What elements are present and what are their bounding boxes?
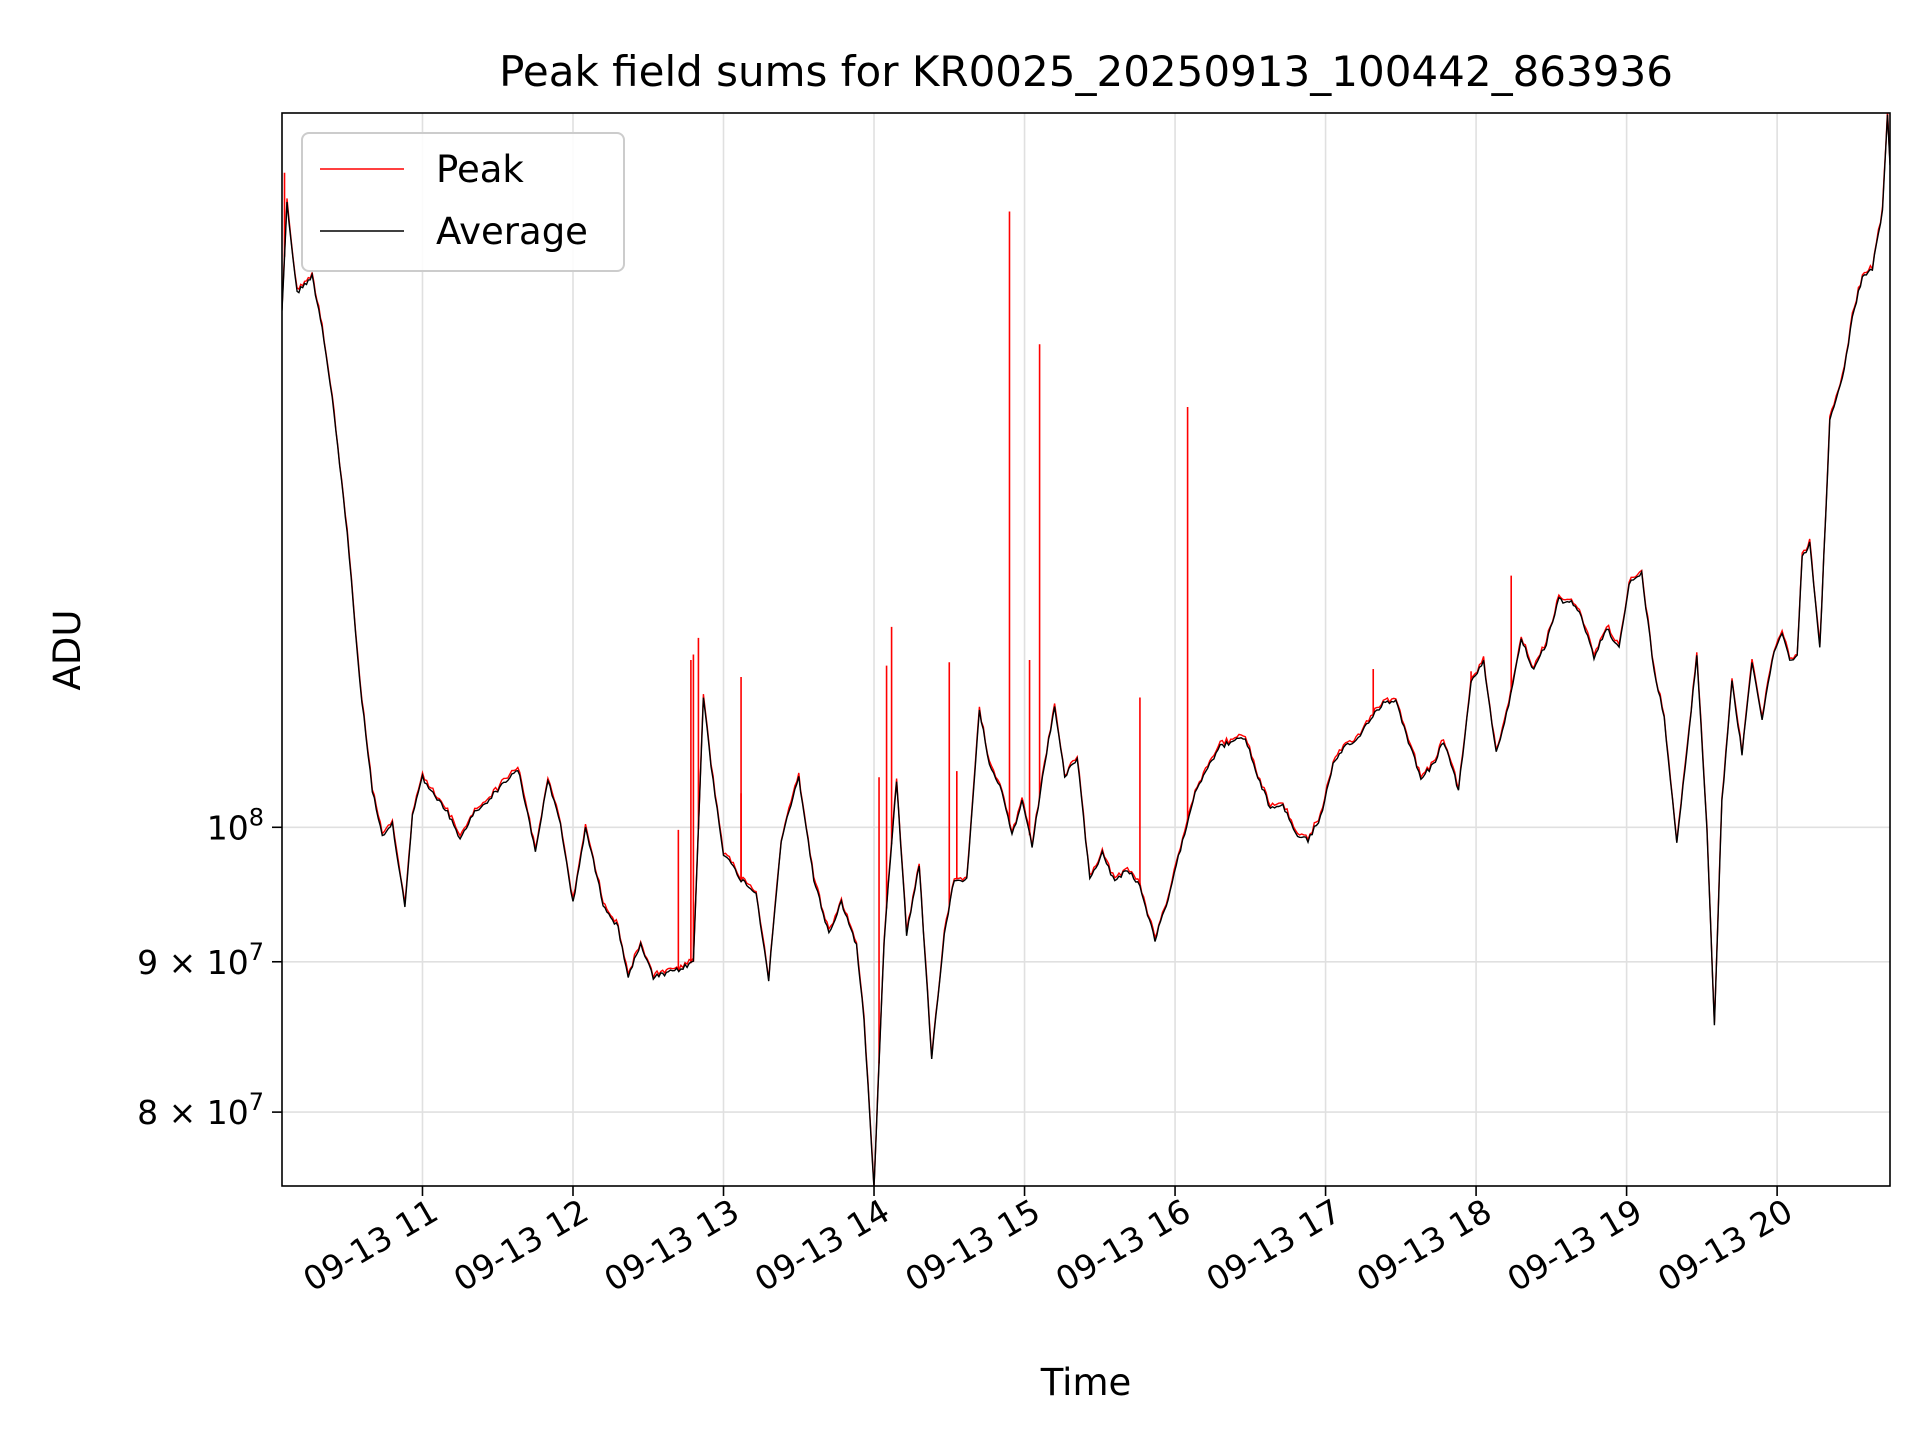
- y-tick-base: 8 × 10: [137, 1093, 249, 1132]
- chart-title: Peak field sums for KR0025_20250913_1004…: [499, 47, 1673, 96]
- series-average-line: [282, 114, 1890, 1186]
- plot-frame: [281, 112, 1891, 1187]
- legend-frame: [301, 132, 625, 272]
- x-axis-label: Time: [1040, 1361, 1132, 1404]
- y-tick-exponent: 7: [249, 1088, 264, 1116]
- plot-lines: [282, 113, 1890, 1186]
- y-tick-base: 9 × 10: [137, 943, 249, 982]
- legend: Peak Average: [301, 132, 625, 272]
- legend-peak-label: Peak: [436, 148, 524, 191]
- y-axis-label: ADU: [46, 610, 89, 691]
- y-tick-label: 8 × 107: [137, 1088, 264, 1132]
- legend-average-label: Average: [436, 210, 588, 253]
- grid: [282, 113, 1890, 1186]
- y-tick-label: 108: [207, 803, 264, 847]
- y-tick-label: 9 × 107: [137, 938, 264, 982]
- y-tick-exponent: 8: [249, 803, 264, 831]
- y-tick-base: 10: [207, 808, 249, 847]
- plot-area: [282, 113, 1890, 1186]
- y-tick-exponent: 7: [249, 938, 264, 966]
